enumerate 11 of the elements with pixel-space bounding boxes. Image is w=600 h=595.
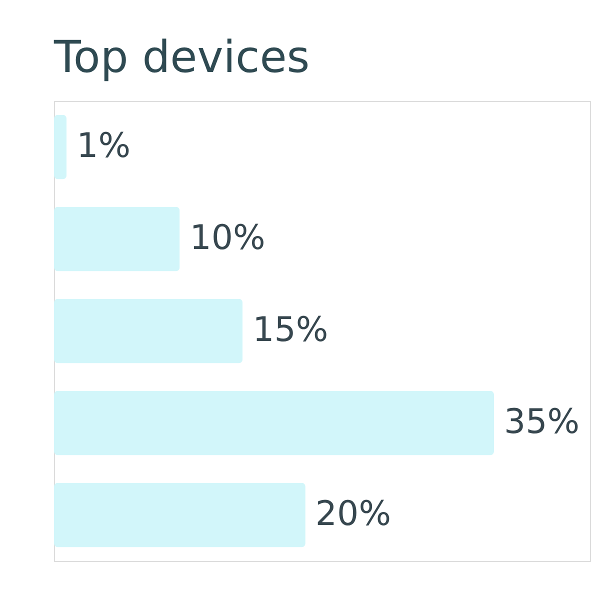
data-label: 35% <box>504 402 580 442</box>
bar <box>54 482 306 548</box>
bar <box>54 114 67 180</box>
bar <box>54 206 180 272</box>
data-label: 20% <box>315 494 392 534</box>
data-label: 10% <box>190 218 266 258</box>
chart-title: Top devices <box>53 32 310 83</box>
bar <box>54 298 243 364</box>
bar <box>54 390 494 456</box>
data-label: 15% <box>252 310 328 350</box>
data-label: 1% <box>76 126 131 166</box>
